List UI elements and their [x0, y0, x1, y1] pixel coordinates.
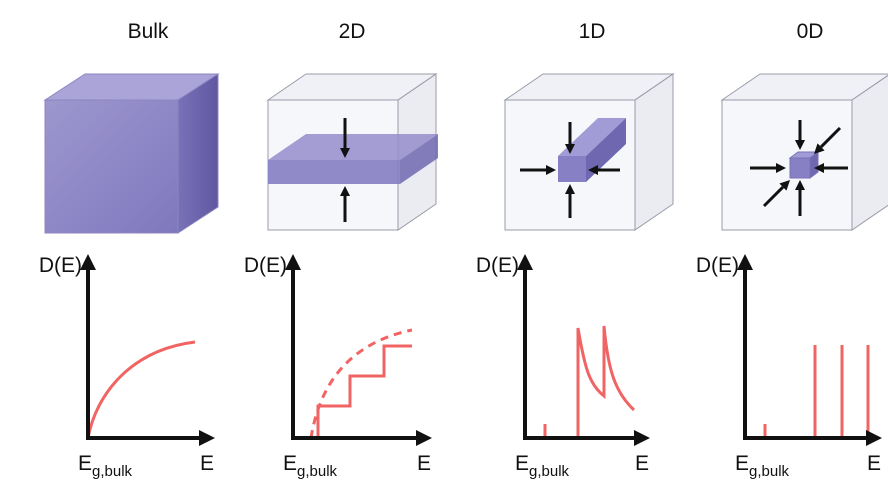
edge-main: E — [515, 452, 529, 475]
arrow-head — [517, 254, 533, 270]
edge-sub: g,bulk — [297, 463, 338, 480]
rod-front — [558, 156, 586, 182]
bulk-cube-side — [178, 74, 218, 233]
y-axis-label: D(E) — [476, 254, 519, 277]
box-0d-side — [852, 74, 888, 230]
panel-title: 1D — [579, 20, 606, 43]
dos-curve — [318, 346, 412, 438]
slab-front — [268, 160, 400, 184]
edge-main: E — [78, 452, 92, 475]
dos-curve — [578, 326, 634, 438]
edge-label: Eg,bulk — [78, 452, 133, 480]
y-axis-label: D(E) — [696, 254, 739, 277]
arrow-head — [634, 430, 650, 446]
y-axis-label: D(E) — [244, 254, 287, 277]
arrow-head — [199, 430, 215, 446]
x-axis-label: E — [635, 452, 649, 475]
dos-curve — [88, 342, 195, 438]
edge-label: Eg,bulk — [283, 452, 338, 480]
x-axis-label: E — [417, 452, 431, 475]
arrow-head — [737, 254, 753, 270]
figure: Bulk2D1D0DD(E)Eg,bulkED(E)Eg,bulkED(E)Eg… — [0, 0, 888, 484]
edge-sub: g,bulk — [92, 463, 133, 480]
y-axis-label: D(E) — [39, 254, 82, 277]
panel-title: 0D — [797, 20, 824, 43]
edge-sub: g,bulk — [749, 463, 790, 480]
box-1d-side — [635, 74, 673, 230]
edge-main: E — [283, 452, 297, 475]
arrow-head — [285, 254, 301, 270]
edge-main: E — [735, 452, 749, 475]
panel-title: 2D — [339, 20, 366, 43]
x-axis-label: E — [867, 452, 881, 475]
bulk-cube-front — [45, 100, 178, 233]
x-axis-label: E — [200, 452, 214, 475]
arrow-head — [80, 254, 96, 270]
arrow-head — [866, 430, 882, 446]
edge-label: Eg,bulk — [735, 452, 790, 480]
box-0d-front — [722, 100, 852, 230]
dot-front — [790, 158, 810, 178]
arrow-head — [416, 430, 432, 446]
edge-sub: g,bulk — [529, 463, 570, 480]
edge-label: Eg,bulk — [515, 452, 570, 480]
panel-title: Bulk — [128, 20, 169, 43]
